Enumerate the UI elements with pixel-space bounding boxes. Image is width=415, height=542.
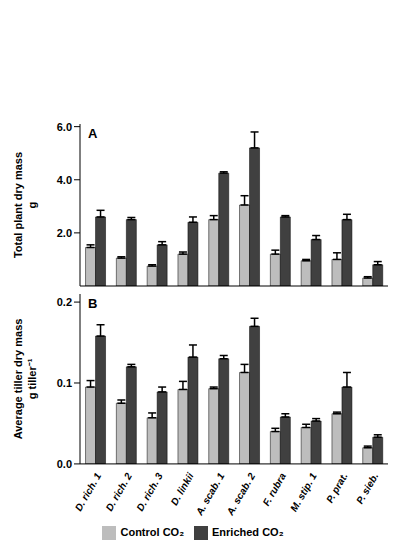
svg-text:F. rubra: F. rubra bbox=[260, 471, 288, 508]
svg-text:0.0: 0.0 bbox=[57, 458, 72, 470]
svg-text:A. scab. 1: A. scab. 1 bbox=[193, 471, 227, 518]
svg-text:A. scab. 2: A. scab. 2 bbox=[224, 471, 258, 518]
html-text:B: B bbox=[88, 296, 98, 311]
svg-text:D. rich. 3: D. rich. 3 bbox=[134, 471, 165, 513]
svg-text:M. stip. 1: M. stip. 1 bbox=[288, 471, 319, 514]
svg-text:6.0: 6.0 bbox=[57, 121, 72, 133]
svg-text:Average tiller dry massg tille: Average tiller dry massg tiller⁻¹ bbox=[12, 319, 38, 440]
svg-text:D. rich. 1: D. rich. 1 bbox=[73, 471, 104, 513]
svg-text:D. rich. 2: D. rich. 2 bbox=[103, 471, 134, 513]
html-text:Control CO₂: Control CO₂ bbox=[120, 525, 184, 538]
svg-text:2.0: 2.0 bbox=[57, 227, 72, 239]
svg-text:0.1: 0.1 bbox=[57, 377, 72, 389]
html-text:Enriched CO₂: Enriched CO₂ bbox=[212, 525, 284, 538]
svg-text:Total plant dry massg: Total plant dry massg bbox=[12, 152, 38, 258]
svg-text:0.2: 0.2 bbox=[57, 296, 72, 308]
svg-text:4.0: 4.0 bbox=[57, 174, 72, 186]
html-text:A: A bbox=[88, 126, 98, 141]
svg-text:D. linkii: D. linkii bbox=[168, 471, 195, 507]
svg-text:P. sieb.: P. sieb. bbox=[354, 471, 380, 506]
svg-text:P. prat.: P. prat. bbox=[324, 471, 350, 505]
